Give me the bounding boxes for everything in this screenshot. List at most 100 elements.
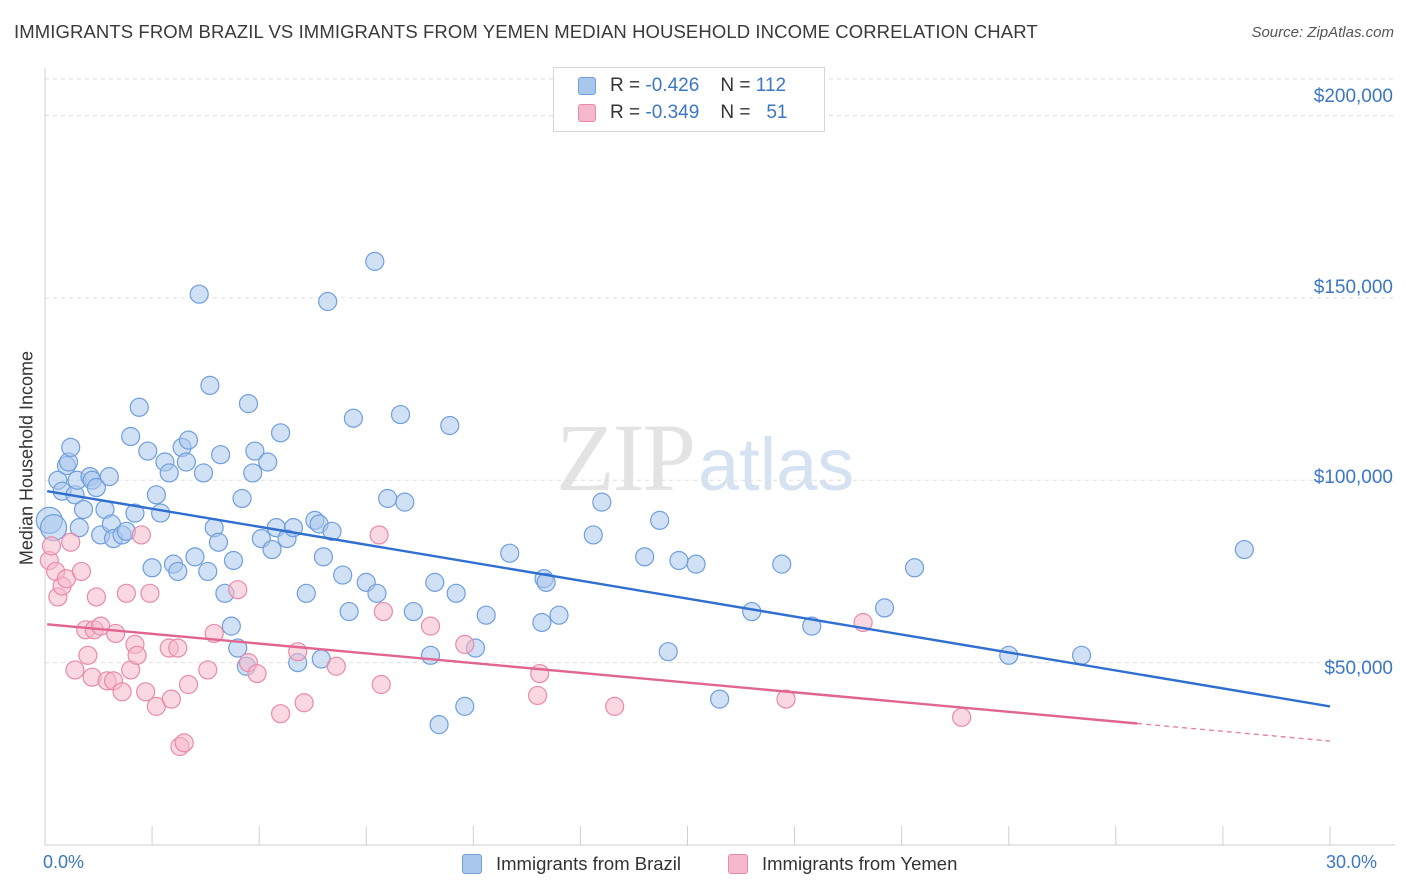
brazil-point [243,463,263,483]
brazil-point [669,550,689,571]
yemen-point [605,696,625,716]
brazil-point [296,583,316,603]
brazil-point [198,561,218,582]
yemen-trend-line [47,623,1138,725]
brazil-point [262,539,282,560]
brazil-point [168,561,188,582]
brazil-point [403,601,423,622]
legend-brazil-label: Immigrants from Brazil [496,853,682,874]
brazil-point [650,510,670,530]
yemen-point [127,645,147,665]
brazil-point [270,423,291,443]
brazil-point [129,397,149,417]
yemen-r-label: R = [610,102,641,123]
x-tick-label-max: 30.0% [1326,852,1378,872]
yemen-r-value: -0.349 [645,102,700,123]
yemen-point [136,682,156,702]
stats-legend-row-yemen: R = -0.349 N = 51 [578,100,787,126]
brazil-point [211,445,231,465]
yemen-point [71,561,92,582]
brazil-point [390,404,411,425]
yemen-point [168,638,188,658]
brazil-point [333,565,353,585]
brazil-point [395,492,415,512]
yemen-point [455,634,475,654]
stats-legend: R = -0.426 N = 112 R = -0.349 N = 51 [553,67,825,132]
brazil-point [99,466,119,487]
brazil-point [146,485,166,505]
yemen-point [116,583,136,603]
brazil-point [658,642,678,662]
brazil-point [440,415,460,436]
brazil-point [73,499,94,520]
yemen-point [527,685,548,706]
yemen-point [41,536,62,556]
brazil-point [343,408,363,428]
brazil-point [339,601,359,622]
yemen-point [326,656,346,676]
yemen-point [530,663,550,684]
yemen-n-value: 51 [766,102,788,123]
brazil-point [221,616,241,636]
brazil-point [258,452,278,472]
yemen-n-label: N = [720,102,751,123]
brazil-swatch [578,77,596,95]
brazil-point [176,452,196,472]
yemen-point [131,525,151,545]
legend-brazil-swatch [462,854,482,874]
brazil-point [138,441,158,461]
brazil-point [429,715,449,735]
y-axis-label: Median Household Income [16,350,37,566]
brazil-point [583,525,603,545]
yemen-swatch [578,104,596,122]
brazil-point [125,503,145,523]
yemen-point [140,583,160,603]
yemen-point [78,645,98,665]
brazil-r-value: -0.426 [645,75,700,96]
brazil-point [151,503,171,523]
brazil-point [245,441,265,461]
y-tick-label-100000: $100,000 [1313,467,1393,488]
yemen-point [952,707,972,727]
legend-yemen-swatch [728,854,748,874]
brazil-trend-line [46,489,1331,708]
y-tick-label-200000: $200,000 [1313,86,1393,107]
brazil-point [238,394,259,414]
legend-yemen-label: Immigrants from Yemen [762,853,958,874]
brazil-point [121,426,141,447]
brazil-point [378,488,398,509]
brazil-point [802,616,822,636]
brazil-point [189,284,209,304]
yemen-point [106,623,126,644]
brazil-point [635,547,655,567]
brazil-point [178,430,199,450]
x-tick-label-min: 0.0% [43,852,85,872]
yemen-point [270,704,291,724]
brazil-point [365,251,385,271]
yemen-point [776,689,796,709]
brazil-r-label: R = [610,75,641,96]
brazil-n-label: N = [720,75,751,96]
brazil-point [592,492,612,512]
yemen-point [369,525,389,545]
brazil-point [159,463,179,483]
brazil-point [223,550,244,571]
brazil-point [549,605,569,625]
brazil-point [185,547,205,567]
yemen-point [174,733,194,753]
yemen-point [161,689,181,709]
brazil-point [536,572,556,592]
yemen-point [420,616,441,636]
brazil-point [232,488,252,509]
legend-item-brazil: Immigrants from Brazil [462,851,681,877]
brazil-point [318,291,338,312]
y-tick-label-150000: $150,000 [1313,277,1393,298]
brazil-point [476,605,496,625]
brazil-point [425,572,445,592]
source-label: Source: ZipAtlas.com [1251,24,1394,41]
yemen-point [178,674,199,695]
yemen-trend-line-extension [1137,722,1331,742]
brazil-point [904,558,925,578]
yemen-point [112,682,132,702]
